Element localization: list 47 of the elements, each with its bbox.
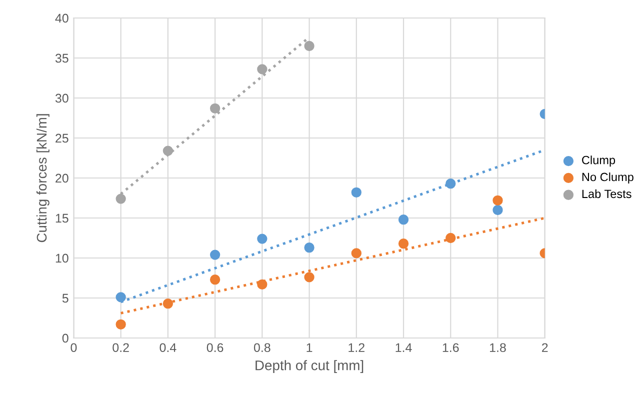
point (257, 64, 268, 74)
x-tick-label: 1.2 (348, 343, 364, 352)
x-tick-label: 0 (70, 343, 77, 352)
x-tick-label: 1.4 (396, 343, 412, 352)
x-tick-label: 2 (542, 343, 548, 352)
point (351, 187, 362, 198)
y-tick-label: 40 (55, 14, 68, 23)
legend-label: No Clump (582, 172, 634, 184)
point (210, 250, 220, 260)
y-tick-label: 25 (56, 134, 68, 143)
point (304, 40, 314, 52)
point (446, 232, 456, 244)
y-tick-label: 20 (56, 174, 68, 183)
x-axis-title: Depth of cut [mm] (256, 360, 364, 374)
point (210, 274, 220, 285)
point (116, 319, 126, 330)
x-tick-label: 0.6 (206, 343, 224, 352)
point (162, 298, 174, 309)
point (446, 178, 456, 189)
point (116, 292, 126, 302)
point (304, 242, 314, 253)
point (210, 103, 220, 114)
point (162, 146, 174, 156)
point (304, 272, 314, 282)
y-tick-label: 35 (55, 54, 68, 63)
point (257, 279, 268, 290)
point (492, 195, 503, 206)
point (398, 238, 409, 249)
point (398, 214, 409, 225)
y-tick-label: 15 (56, 214, 68, 223)
y-tick-label: 10 (56, 254, 68, 263)
point (257, 234, 268, 244)
x-tick-label: 1.8 (490, 343, 506, 352)
y-axis-title: Cutting forces [kN/m] (36, 114, 50, 242)
y-tick-label: 30 (55, 94, 68, 103)
x-tick-label: 1.6 (442, 343, 459, 352)
x-tick-label: 0.4 (160, 343, 176, 352)
point (116, 194, 126, 204)
point (492, 204, 503, 216)
y-tick-label: 5 (62, 294, 68, 303)
point (351, 248, 362, 258)
x-tick-label: 0.2 (112, 343, 129, 352)
y-tick-label: 0 (62, 334, 68, 343)
x-tick-label: 1 (306, 343, 312, 352)
x-tick-label: 0.8 (254, 343, 270, 352)
legend-label: Lab Tests (582, 189, 632, 198)
legend-label: Clump (582, 156, 616, 167)
